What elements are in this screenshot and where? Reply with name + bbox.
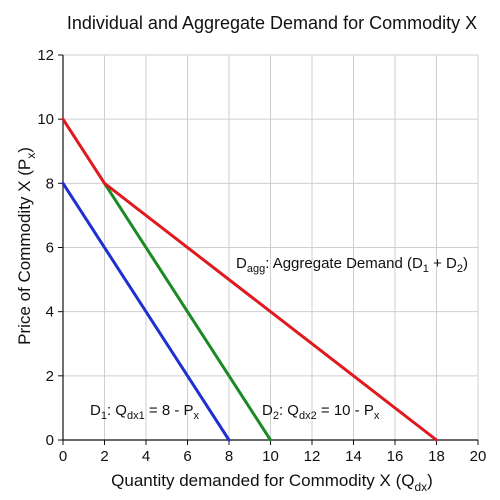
x-tick-label: 6 [183, 448, 191, 465]
d2-label: D2: Qdx2 = 10 - Px [262, 402, 380, 422]
d1-label-main: D [90, 402, 101, 419]
d2-label-end: = 10 - P [317, 402, 374, 419]
y-tick-label: 8 [46, 175, 54, 192]
x-tick-label: 20 [470, 448, 487, 465]
d1-label-sub1: 1 [101, 410, 107, 422]
dagg-label-sub3: 2 [457, 263, 463, 275]
d2-label-main: D [262, 402, 273, 419]
d2-label-sub3: x [374, 410, 380, 422]
dagg-label-mid: : Aggregate Demand (D [265, 255, 423, 272]
d1-label: D1: Qdx1 = 8 - Px [90, 402, 200, 422]
x-axis-label-sub: dx [414, 480, 427, 494]
dagg-label-sub1: agg [247, 263, 265, 275]
d1-label-end: = 8 - P [145, 402, 194, 419]
y-axis-label-end: ) [15, 147, 34, 153]
x-tick-label: 8 [225, 448, 233, 465]
grid [63, 54, 479, 440]
y-tick-label: 2 [46, 368, 54, 385]
x-tick-label: 18 [428, 448, 445, 465]
dagg-label-end: + D [429, 255, 457, 272]
x-tick-label: 2 [100, 448, 108, 465]
x-axis-label: Quantity demanded for Commodity X (Qdx) [111, 471, 433, 494]
d1-label-mid: : Q [107, 402, 127, 419]
d2-line [103, 181, 272, 442]
y-tick-label: 4 [46, 304, 54, 321]
y-axis-label: Price of Commodity X (Px) [15, 147, 38, 345]
dagg-label: Dagg: Aggregate Demand (D1 + D2) [236, 255, 468, 275]
d2-label-sub1: 2 [273, 410, 279, 422]
x-axis-label-main: Quantity demanded for Commodity X (Q [111, 471, 414, 490]
x-tick-label: 12 [304, 448, 321, 465]
y-tick-label: 10 [37, 111, 54, 128]
chart-title: Individual and Aggregate Demand for Comm… [67, 13, 477, 33]
dagg-label-main: D [236, 255, 247, 272]
x-tick-label: 14 [345, 448, 362, 465]
y-axis-label-sub: x [24, 153, 38, 159]
d2-label-sub2: dx2 [299, 410, 317, 422]
dagg-line [61, 117, 438, 442]
y-tick-label: 0 [46, 432, 54, 449]
d2-label-mid: : Q [279, 402, 299, 419]
y-axis-label-main: Price of Commodity X (P [15, 159, 34, 345]
y-tick-label: 12 [37, 47, 54, 64]
y-tick-label: 6 [46, 240, 54, 257]
dagg-label-sub2: 1 [423, 263, 429, 275]
x-tick-label: 0 [59, 448, 67, 465]
d1-label-sub2: dx1 [127, 410, 145, 422]
dagg-label-close: ) [463, 255, 468, 272]
x-tick-label: 4 [142, 448, 150, 465]
d1-line [61, 181, 231, 442]
x-tick-label: 10 [262, 448, 279, 465]
x-axis-label-end: ) [427, 471, 433, 490]
d1-label-sub3: x [194, 410, 200, 422]
x-tick-label: 16 [387, 448, 404, 465]
series-lines [61, 117, 438, 442]
